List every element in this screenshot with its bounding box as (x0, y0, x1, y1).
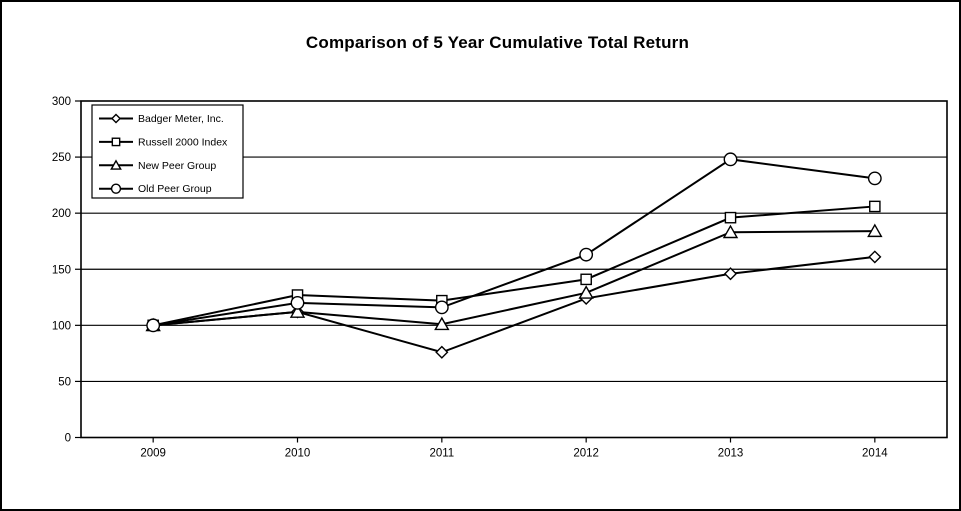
x-tick-label: 2010 (285, 448, 311, 460)
triangle-marker (722, 224, 739, 239)
series-line-old-peer-group (153, 158, 875, 327)
y-tick-label: 300 (52, 96, 71, 108)
square-marker (869, 200, 881, 213)
circle-marker (723, 152, 738, 167)
circle-marker (867, 171, 882, 186)
x-tick-label: 2013 (718, 448, 744, 460)
diamond-marker (435, 345, 449, 359)
triangle-marker (434, 316, 450, 331)
square-marker (580, 273, 592, 286)
circle-marker (146, 318, 161, 333)
chart-title: Comparison of 5 Year Cumulative Total Re… (305, 33, 690, 52)
legend-label-russell-2000-index: Russell 2000 Index (138, 136, 228, 148)
series-line-new-peer-group (153, 230, 875, 327)
series-line-russell-2000-index (152, 205, 875, 327)
legend-label-old-peer-group: Old Peer Group (138, 183, 212, 195)
circle-marker (579, 247, 594, 262)
diamond-marker (868, 250, 882, 264)
legend-triangle-marker (110, 159, 122, 170)
legend-diamond-marker (110, 113, 122, 124)
legend-circle-marker (110, 183, 122, 194)
x-tick-label: 2009 (140, 448, 166, 460)
y-tick-label: 250 (52, 152, 71, 164)
plot-frame (80, 100, 948, 439)
series-line-badger-meter-inc (153, 255, 875, 354)
triangle-marker (867, 223, 883, 238)
legend-label-new-peer-group: New Peer Group (138, 160, 216, 172)
y-tick-label: 100 (52, 320, 71, 332)
legend-label-badger-meter-inc: Badger Meter, Inc. (138, 113, 224, 125)
triangle-marker (289, 304, 306, 318)
y-tick-label: 150 (52, 264, 71, 276)
x-tick-label: 2012 (573, 448, 599, 460)
circle-marker (290, 295, 305, 310)
y-tick-label: 0 (65, 433, 71, 445)
y-tick-label: 200 (52, 208, 71, 220)
diamond-marker (723, 267, 738, 281)
circle-marker (434, 300, 449, 315)
square-marker (724, 211, 737, 224)
legend-square-marker (111, 137, 121, 147)
x-tick-label: 2011 (429, 448, 454, 460)
y-tick-label: 50 (58, 376, 71, 388)
triangle-marker (578, 285, 594, 299)
x-tick-label: 2014 (862, 448, 888, 460)
